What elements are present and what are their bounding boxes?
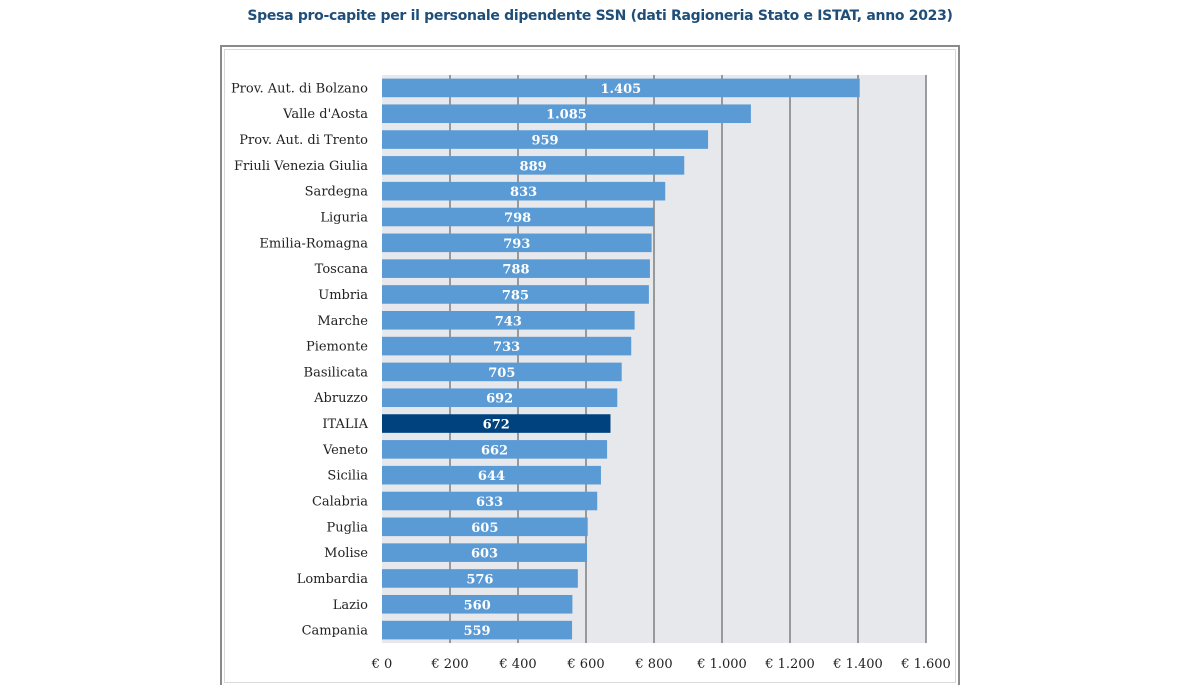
category-label: Lazio <box>333 598 368 613</box>
x-tick-label: € 1.000 <box>696 657 747 672</box>
value-label: 603 <box>471 547 498 562</box>
value-label: 959 <box>531 134 558 149</box>
chart-title: Spesa pro-capite per il personale dipend… <box>247 8 953 24</box>
bar <box>382 310 635 330</box>
bar <box>382 362 622 382</box>
chart-frame-inner <box>224 49 956 683</box>
x-tick-label: € 200 <box>430 657 468 672</box>
value-label: 785 <box>502 288 529 303</box>
value-label: 889 <box>520 159 547 174</box>
category-label: Prov. Aut. di Bolzano <box>231 81 368 96</box>
category-label: Toscana <box>315 262 369 277</box>
value-label: 633 <box>476 495 503 510</box>
value-label: 644 <box>478 469 505 484</box>
category-label: Liguria <box>320 211 368 226</box>
bar <box>382 285 649 304</box>
value-label: 1.405 <box>600 82 641 97</box>
x-tick-label: € 1.400 <box>832 657 883 672</box>
bar <box>382 465 601 485</box>
value-label: 560 <box>464 598 491 613</box>
value-labels: 1.405 1.085 959 889 833 798 793 788 785 743 733 705… <box>463 82 641 639</box>
category-label: Marche <box>317 314 368 329</box>
value-label: 1.085 <box>546 108 587 123</box>
category-label: Umbria <box>318 288 368 303</box>
category-label: Abruzzo <box>313 391 368 406</box>
bar <box>382 259 650 278</box>
x-tick-label: € 600 <box>566 657 604 672</box>
bar <box>382 543 588 562</box>
value-label: 788 <box>502 263 529 278</box>
x-tick-label: € 800 <box>634 657 672 672</box>
bar <box>382 78 860 98</box>
category-label: Puglia <box>326 520 368 535</box>
value-label: 559 <box>463 624 490 639</box>
category-label: Sardegna <box>305 185 369 200</box>
value-label: 672 <box>483 418 510 433</box>
category-label: Lombardia <box>297 572 369 587</box>
bar <box>382 130 709 149</box>
bar <box>382 517 588 537</box>
bars <box>382 78 860 640</box>
category-label: Molise <box>324 546 368 561</box>
bar <box>382 336 632 356</box>
category-label: Valle d'Aosta <box>282 107 368 122</box>
value-label: 605 <box>471 521 498 536</box>
bar <box>382 156 685 175</box>
value-label: 705 <box>488 366 515 381</box>
x-tick-label: € 0 <box>371 657 393 672</box>
bar <box>382 181 666 201</box>
value-label: 793 <box>503 237 530 252</box>
x-tick-label: € 1.200 <box>764 657 815 672</box>
value-label: 733 <box>493 340 520 355</box>
bar-highlight <box>382 414 611 433</box>
category-label: Friuli Venezia Giulia <box>234 159 368 174</box>
bar <box>382 440 608 459</box>
bar <box>382 104 751 124</box>
category-label: Veneto <box>322 443 368 458</box>
value-label: 743 <box>495 314 522 329</box>
bar <box>382 233 652 253</box>
value-label: 576 <box>466 572 493 587</box>
bar <box>382 620 573 640</box>
category-label: Basilicata <box>304 365 369 380</box>
category-labels: Prov. Aut. di Bolzano Valle d'Aosta Prov. … <box>231 81 369 638</box>
bar <box>382 207 654 227</box>
bar <box>382 594 573 614</box>
category-label: ITALIA <box>322 417 368 432</box>
category-label: Prov. Aut. di Trento <box>239 133 368 148</box>
value-label: 833 <box>510 185 537 200</box>
category-label: Calabria <box>312 495 368 510</box>
value-label: 662 <box>481 443 508 458</box>
x-tick-label: € 400 <box>498 657 536 672</box>
category-label: Emilia-Romagna <box>259 236 368 251</box>
category-label: Piemonte <box>306 340 368 355</box>
value-label: 798 <box>504 211 531 226</box>
category-label: Sicilia <box>327 469 368 484</box>
bar <box>382 569 578 588</box>
bar <box>382 491 598 511</box>
bar <box>382 388 618 408</box>
x-tick-labels: € 0 € 200 € 400 € 600 € 800 € 1.000 € 1.200 € 1… <box>371 657 951 672</box>
category-label: Campania <box>302 624 369 639</box>
value-label: 692 <box>486 392 513 407</box>
x-tick-label: € 1.600 <box>900 657 951 672</box>
